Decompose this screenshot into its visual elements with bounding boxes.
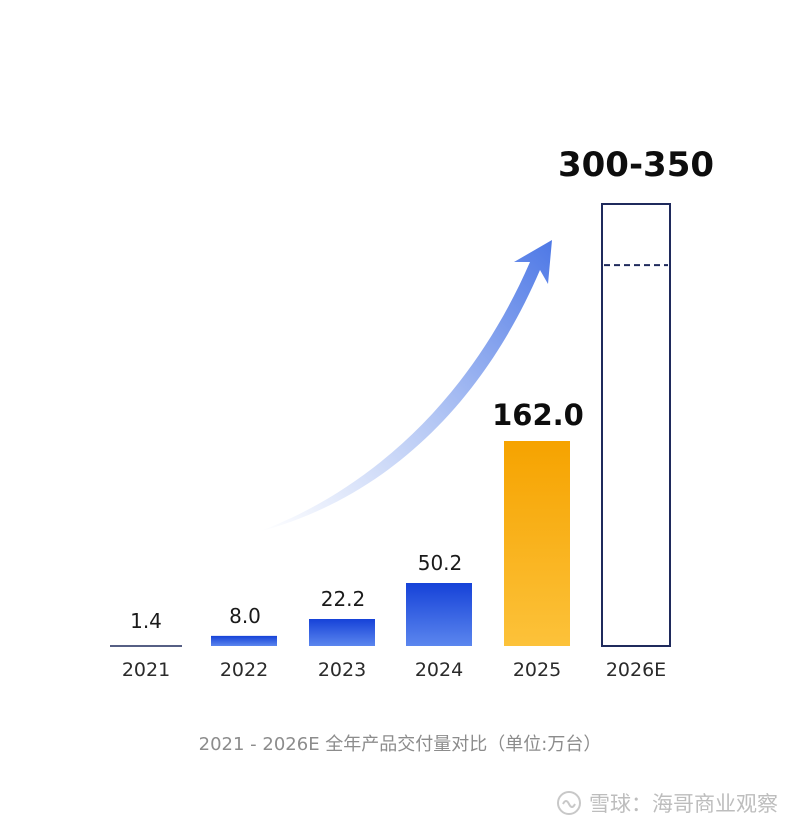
bar-2024 [406, 583, 472, 646]
chart-caption: 2021 - 2026E 全年产品交付量对比（单位:万台） [198, 734, 602, 755]
value-label-2022: 8.0 [229, 604, 261, 628]
x-tick-label-2024: 2024 [415, 659, 463, 681]
value-label-2021: 1.4 [130, 609, 162, 633]
x-tick-label-2023: 2023 [318, 659, 366, 681]
bar-2025 [504, 441, 570, 646]
bar-2022 [211, 635, 277, 646]
watermark: 雪球：海哥商业观察 [555, 788, 778, 818]
x-tick-label-2026E: 2026E [606, 659, 666, 681]
bar-2023 [309, 619, 375, 646]
watermark-text: 雪球：海哥商业观察 [589, 792, 778, 816]
value-label-2025: 162.0 [492, 398, 584, 432]
value-label-2023: 22.2 [321, 587, 366, 611]
value-label-2026E: 300-350 [558, 145, 714, 185]
x-tick-label-2021: 2021 [122, 659, 170, 681]
value-label-2024: 50.2 [418, 551, 463, 575]
x-tick-label-2025: 2025 [513, 659, 561, 681]
bar-chart: 1.4 2021 8.0 2022 22.2 2023 50.2 2024 162.0 2025 3… [110, 145, 714, 681]
snowball-logo-icon [557, 791, 581, 815]
bar-2026E [601, 203, 671, 647]
x-tick-label-2022: 2022 [220, 659, 268, 681]
